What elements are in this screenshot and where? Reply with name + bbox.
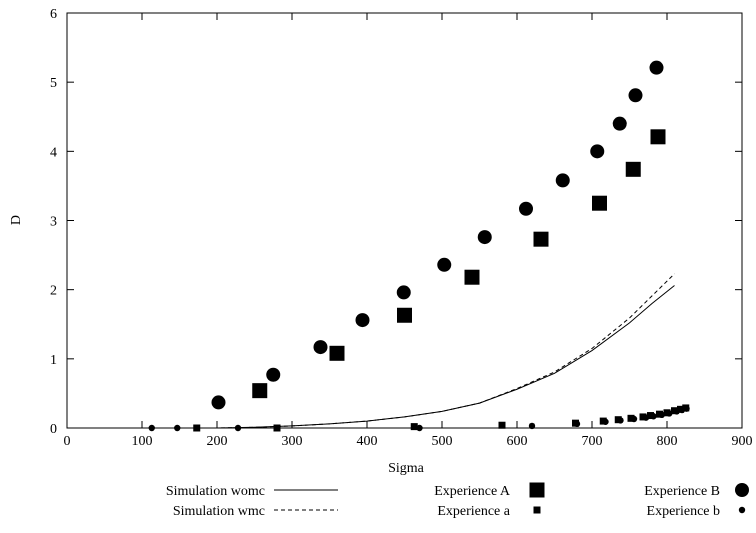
data-point [683, 405, 690, 412]
data-point [266, 367, 281, 382]
data-point [612, 116, 627, 131]
data-point [666, 410, 673, 417]
y-tick-label: 0 [50, 422, 57, 437]
x-tick-label: 500 [432, 434, 453, 449]
data-point [528, 422, 536, 430]
legend-marker-sample [735, 483, 749, 497]
data-point [650, 413, 657, 420]
data-point [313, 340, 328, 355]
x-tick-label: 400 [357, 434, 378, 449]
data-point [658, 411, 665, 419]
y-tick-label: 3 [50, 215, 57, 230]
legend-label: Experience b [647, 504, 720, 519]
x-tick-label: 100 [132, 434, 153, 449]
data-point [519, 201, 533, 216]
data-point [437, 257, 452, 272]
data-point [630, 415, 638, 423]
data-point [498, 421, 506, 429]
x-tick-label: 900 [732, 434, 753, 449]
data-point [628, 88, 643, 103]
data-point [252, 383, 268, 399]
data-point [617, 417, 624, 424]
series-line [67, 273, 675, 429]
data-point [355, 313, 370, 328]
x-tick-label: 600 [507, 434, 528, 449]
data-point [477, 230, 492, 245]
series-markers [148, 60, 690, 432]
axis-ticks: 0 100 200 300 400 500 600 700 800 900 0 1 2 3 4 5 6 [50, 7, 753, 449]
x-tick-label: 800 [657, 434, 678, 449]
plot-border [66, 12, 743, 429]
x-tick-label: 300 [282, 434, 303, 449]
legend-label: Simulation wmc [173, 504, 265, 519]
data-point [148, 424, 155, 432]
series-line [67, 285, 675, 429]
legend: Simulation womc Simulation wmc Experience … [166, 482, 749, 519]
y-tick-label: 1 [50, 353, 57, 368]
y-tick-label: 2 [50, 284, 57, 299]
legend-label: Simulation womc [166, 484, 265, 499]
data-point [329, 345, 345, 361]
data-point [273, 424, 281, 432]
data-point [410, 423, 418, 431]
data-point [234, 424, 242, 432]
data-point [174, 424, 181, 432]
data-point [590, 144, 605, 159]
x-tick-label: 700 [582, 434, 603, 449]
data-point [592, 195, 607, 211]
data-point [397, 307, 412, 323]
plot-frame [66, 12, 743, 429]
data-point [649, 60, 664, 75]
data-point [396, 285, 411, 300]
data-point [464, 269, 480, 285]
data-point [573, 420, 581, 428]
legend-marker-sample [529, 482, 545, 498]
data-point [211, 395, 226, 410]
legend-marker-sample [738, 506, 746, 514]
data-point [650, 129, 666, 145]
x-tick-label: 200 [207, 434, 228, 449]
data-point [416, 424, 423, 432]
y-tick-label: 6 [50, 7, 57, 22]
y-tick-label: 5 [50, 76, 57, 91]
y-tick-label: 4 [50, 145, 57, 160]
x-tick-label: 0 [64, 434, 71, 449]
series-lines [67, 273, 675, 429]
data-point [193, 424, 201, 432]
legend-marker-sample [533, 506, 541, 514]
legend-label: Experience A [434, 484, 511, 499]
legend-label: Experience a [437, 504, 510, 519]
data-point [625, 161, 641, 177]
data-point [642, 414, 650, 421]
y-axis-label: D [9, 215, 24, 225]
legend-label: Experience B [644, 484, 720, 499]
data-point [555, 173, 570, 188]
data-point [673, 408, 680, 415]
x-axis-label: Sigma [388, 461, 425, 476]
data-point [602, 418, 609, 425]
data-point [533, 231, 549, 247]
